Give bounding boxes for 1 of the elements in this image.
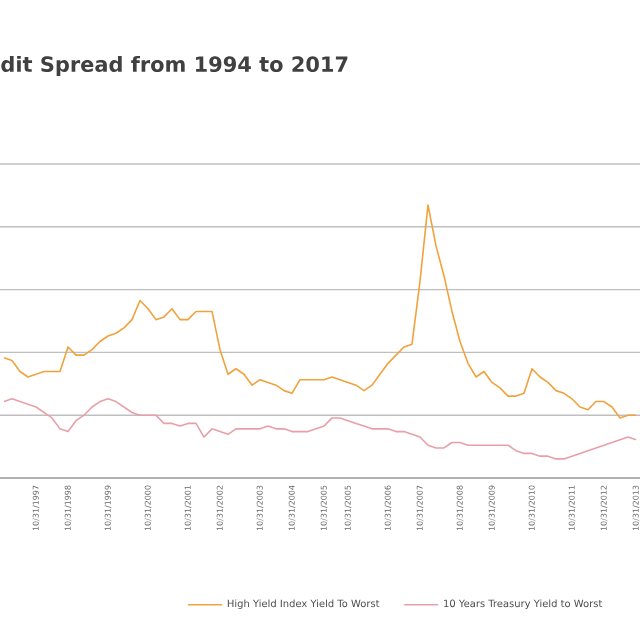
chart-title: dit Spread from 1994 to 2017 [1,55,348,77]
